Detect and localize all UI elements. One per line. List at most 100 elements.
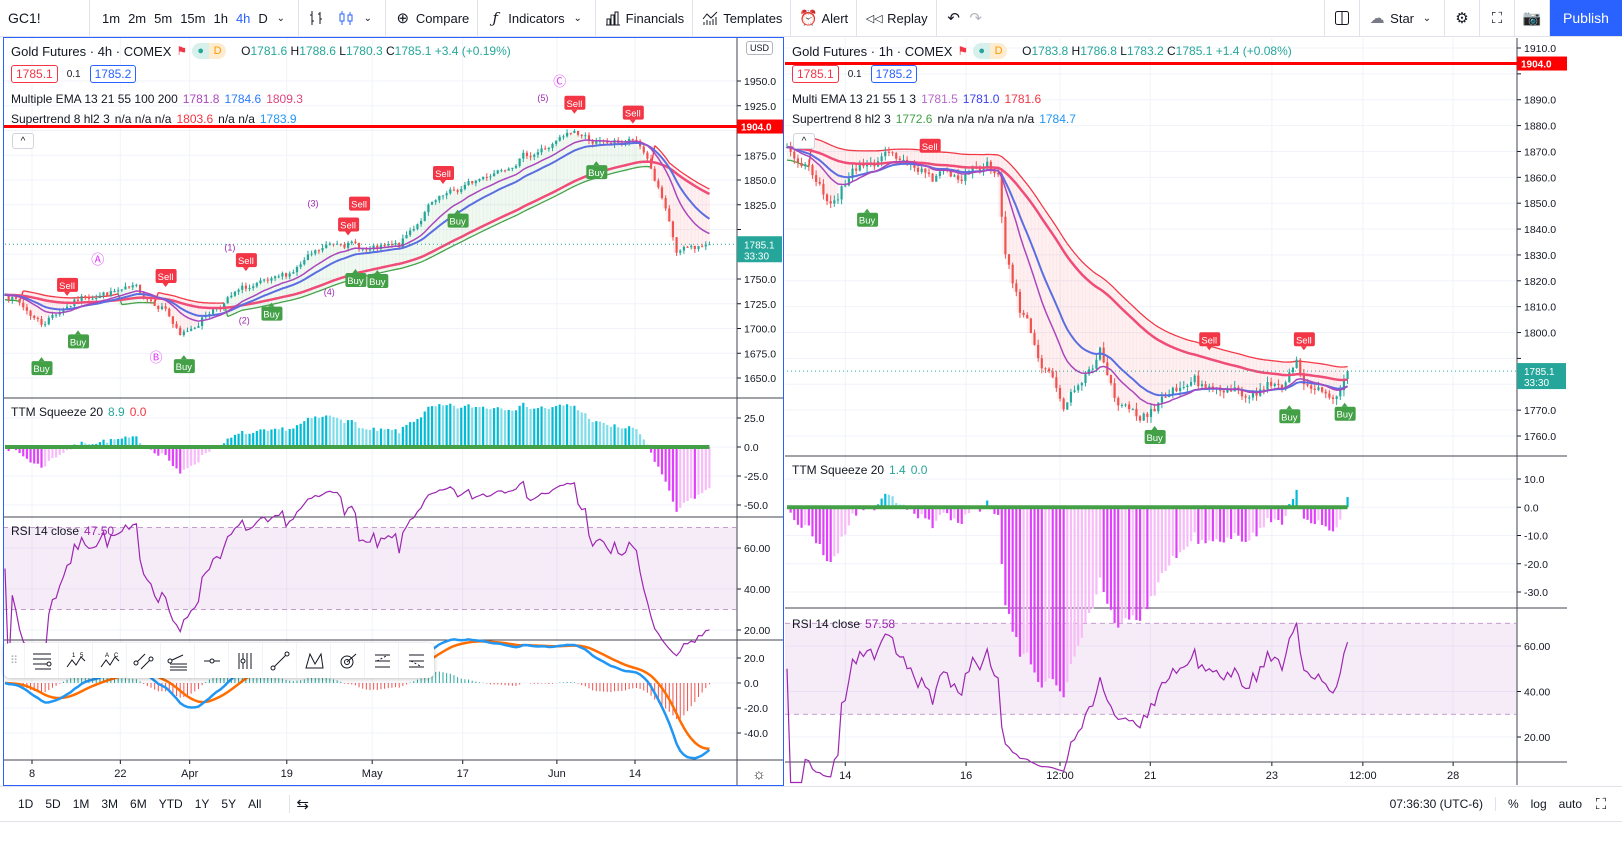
- short-position-tool[interactable]: [398, 643, 432, 678]
- supertrend-fill: [260, 279, 265, 307]
- parallel-channel-tool[interactable]: [126, 643, 160, 678]
- go-to-date-icon[interactable]: ⇆: [289, 795, 309, 813]
- supertrend-fill: [1085, 268, 1090, 370]
- interval-1m[interactable]: 1m: [102, 10, 121, 26]
- right-ema-legend[interactable]: Multi EMA 13 21 55 1 3 1781.5 1781.0 178…: [792, 92, 1041, 106]
- right-supertrend-legend[interactable]: Supertrend 8 hl2 3 1772.6 n/a n/a n/a n/…: [792, 112, 1076, 126]
- candle-body: [69, 306, 72, 308]
- drag-handle[interactable]: ⠿: [9, 655, 19, 667]
- supertrend-segment: [552, 195, 557, 199]
- undo-icon[interactable]: ↶: [947, 10, 960, 27]
- supertrend-segment: [701, 184, 707, 188]
- candle-body: [284, 273, 288, 277]
- market-status-badge[interactable]: ● D: [192, 43, 227, 59]
- range-6m[interactable]: 6M: [130, 797, 147, 811]
- redo-icon[interactable]: ↷: [969, 10, 982, 27]
- chevron-down-icon[interactable]: ⌄: [363, 12, 372, 24]
- range-1d[interactable]: 1D: [18, 797, 34, 811]
- clock-time[interactable]: 07:36:30 (UTC-6): [1390, 797, 1496, 811]
- range-5y[interactable]: 5Y: [221, 797, 237, 811]
- fib-retracement-tool[interactable]: [24, 643, 58, 678]
- price-axis-label: 1700.0: [744, 324, 776, 336]
- sell-price-button[interactable]: 1785.1: [792, 65, 839, 83]
- alert-button[interactable]: ⏰ Alert: [791, 0, 858, 36]
- symbol-title[interactable]: Gold Futures · 1h · COMEX: [792, 43, 953, 59]
- currency-label[interactable]: USD: [746, 41, 774, 55]
- supertrend-fill: [896, 149, 901, 160]
- supertrend-fill: [180, 298, 185, 332]
- bars-style-icon[interactable]: [307, 9, 325, 27]
- chart-left[interactable]: 8 22 Apr 19 May 17 Jun 14 1650.0 1675.0 1700.0 1725…: [3, 38, 783, 785]
- symbol-search[interactable]: GC1!: [0, 0, 90, 36]
- left-ema-legend[interactable]: Multiple EMA 13 21 55 100 200 1781.8 178…: [11, 92, 303, 106]
- financials-button[interactable]: Financials: [596, 0, 694, 36]
- horizontal-ray-tool[interactable]: [194, 643, 228, 678]
- range-1m[interactable]: 1M: [72, 797, 90, 811]
- fullscreen-button[interactable]: ⛶: [1480, 0, 1515, 36]
- sell-price-button[interactable]: 1785.1: [11, 65, 58, 83]
- indicators-button[interactable]: ƒ Indicators ⌄: [478, 0, 596, 36]
- price-axis-label: 20.00: [744, 625, 770, 637]
- signal-label: Sell: [238, 256, 254, 267]
- auto-toggle[interactable]: auto: [1558, 797, 1582, 811]
- chart-right[interactable]: 14 16 12:00 21 23 12:00 28 1760.0 1770.0 1800.0 18…: [785, 38, 1567, 785]
- interval-4h[interactable]: 4h: [235, 10, 251, 26]
- fib-time-zone-tool[interactable]: [228, 643, 262, 678]
- chevron-down-icon[interactable]: ⌄: [276, 12, 285, 24]
- interval-d[interactable]: D: [258, 10, 268, 26]
- range-5d[interactable]: 5D: [45, 797, 61, 811]
- layout-button[interactable]: [1324, 0, 1359, 36]
- candles-style-icon[interactable]: [337, 9, 355, 27]
- long-position-tool[interactable]: [364, 643, 398, 678]
- time-axis-label: 19: [281, 768, 293, 780]
- compare-button[interactable]: ⊕ Compare: [386, 0, 479, 36]
- long-position-icon: [374, 654, 390, 667]
- templates-button[interactable]: Templates: [693, 0, 792, 36]
- candle-body: [430, 201, 434, 205]
- trend-line-tool[interactable]: [262, 643, 296, 678]
- percent-toggle[interactable]: %: [1507, 797, 1519, 811]
- left-rsi-legend[interactable]: RSI 14 close 47.50: [11, 524, 114, 538]
- settings-button[interactable]: ⚙: [1445, 0, 1480, 36]
- supertrend-fill: [505, 168, 510, 219]
- log-toggle[interactable]: log: [1530, 797, 1547, 811]
- candle-body: [1153, 408, 1156, 412]
- buy-price-button[interactable]: 1785.2: [870, 65, 918, 83]
- buy-price-button[interactable]: 1785.2: [89, 65, 137, 83]
- range-ytd[interactable]: YTD: [158, 797, 183, 811]
- snapshot-button[interactable]: 📷: [1515, 0, 1550, 36]
- chevron-down-icon[interactable]: ⌄: [573, 12, 582, 24]
- right-ttm-legend[interactable]: TTM Squeeze 20 1.4 0.0: [792, 463, 927, 477]
- right-rsi-legend[interactable]: RSI 14 close 57.58: [792, 617, 895, 631]
- candle-body: [580, 134, 583, 136]
- collapse-legend-button[interactable]: ^: [12, 133, 34, 149]
- interval-1h[interactable]: 1h: [213, 10, 228, 26]
- fullscreen-icon[interactable]: ⛶: [1595, 795, 1607, 813]
- range-all[interactable]: All: [248, 797, 262, 811]
- supertrend-segment: [322, 287, 327, 291]
- supertrend-segment: [435, 252, 440, 256]
- publish-button[interactable]: Publish: [1550, 0, 1622, 36]
- range-1y[interactable]: 1Y: [194, 797, 210, 811]
- interval-2m[interactable]: 2m: [128, 10, 147, 26]
- collapse-legend-button[interactable]: ^: [793, 133, 815, 149]
- left-supertrend-legend[interactable]: Supertrend 8 hl2 3 n/a n/a n/a 1803.6 n/…: [11, 112, 297, 126]
- replay-button[interactable]: ◁◁ Replay: [857, 0, 937, 36]
- left-ttm-legend[interactable]: TTM Squeeze 20 8.9 0.0: [11, 405, 146, 419]
- market-status-badge[interactable]: ● D: [973, 43, 1008, 59]
- gear-icon[interactable]: ☼: [752, 766, 766, 783]
- candle-body: [682, 246, 685, 251]
- candle-body: [1277, 383, 1280, 385]
- range-3m[interactable]: 3M: [101, 797, 119, 811]
- candle-body: [1342, 379, 1346, 391]
- symbol-title[interactable]: Gold Futures · 4h · COMEX: [11, 43, 172, 59]
- xabcd-pattern-tool[interactable]: [296, 643, 330, 678]
- interval-15m[interactable]: 15m: [180, 10, 206, 26]
- interval-5m[interactable]: 5m: [154, 10, 173, 26]
- fib-spiral-tool[interactable]: [330, 643, 364, 678]
- cloud-layout-button[interactable]: ☁ Star ⌄: [1359, 0, 1445, 36]
- pitchfork-tool[interactable]: [160, 643, 194, 678]
